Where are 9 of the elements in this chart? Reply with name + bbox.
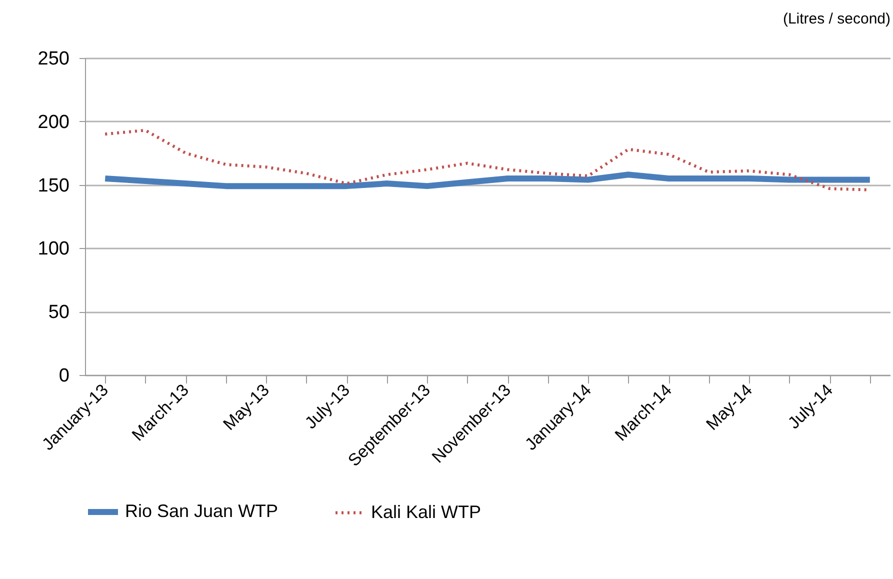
y-tick-label: 0: [58, 366, 70, 386]
y-tick-label: 100: [38, 238, 70, 260]
y-tick-label: 250: [38, 48, 70, 70]
y-tick-label: 150: [38, 175, 70, 196]
y-tick-label: 50: [48, 302, 70, 324]
legend-label: Kali Kali WTP: [371, 502, 482, 522]
y-tick-label: 200: [38, 112, 70, 133]
legend-label: Rio San Juan WTP: [125, 501, 278, 521]
y-axis-title: (Litres / second): [782, 10, 890, 28]
